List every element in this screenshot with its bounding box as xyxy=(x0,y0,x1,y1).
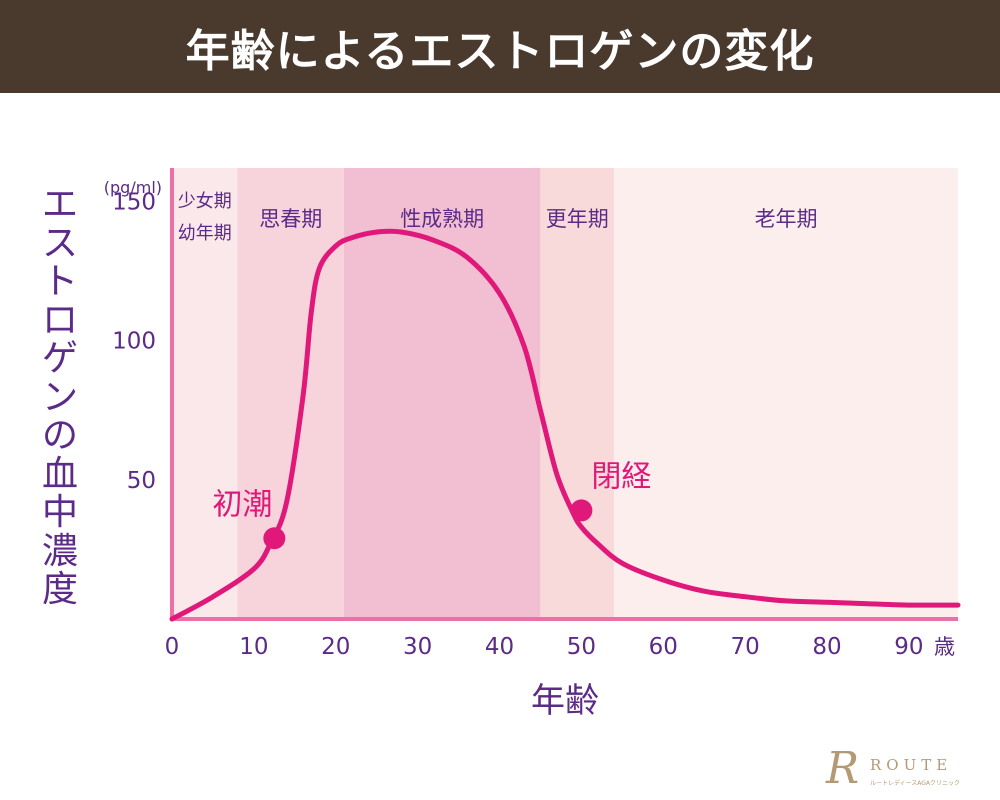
stage-band xyxy=(343,168,541,619)
estrogen-curve xyxy=(169,228,961,622)
tick-labels: 0 10 20 30 40 50 60 70 80 90 50 100 150 xyxy=(112,189,923,660)
stage-band xyxy=(172,168,238,619)
stage-band xyxy=(540,168,615,619)
x-unit-label: 歳 xyxy=(934,635,955,659)
stage-label: 少女期幼年期 xyxy=(178,191,232,244)
life-stage-bands: 少女期幼年期 思春期 性成熟期 更年期 老年期 xyxy=(172,168,958,619)
annotation-label: 初潮 xyxy=(212,487,272,522)
x-tick-label: 40 xyxy=(485,634,514,660)
chart-axes xyxy=(170,168,958,621)
logo-mark: R xyxy=(826,743,860,794)
stage-label: 思春期 xyxy=(259,207,322,231)
x-axis-title: 年齢 xyxy=(531,681,599,721)
x-tick-label: 10 xyxy=(239,634,268,660)
stage-label: 性成熟期 xyxy=(400,207,484,231)
annotation-marker xyxy=(570,499,593,522)
y-axis-title: エストロゲンの血中濃度 xyxy=(41,184,78,610)
y-unit-label: (pg/ml) xyxy=(104,178,162,197)
y-tick-label: 50 xyxy=(127,468,156,494)
x-tick-label: 90 xyxy=(894,634,923,660)
series-group xyxy=(169,228,961,622)
stage-label: 更年期 xyxy=(546,207,609,231)
x-tick-label: 70 xyxy=(730,634,759,660)
x-tick-label: 20 xyxy=(321,634,350,660)
route-logo: R ROUTE ルートレディースAGAクリニック xyxy=(826,746,966,796)
stage-band xyxy=(237,168,344,619)
x-tick-label: 0 xyxy=(165,634,180,660)
x-tick-label: 60 xyxy=(649,634,678,660)
x-tick-label: 80 xyxy=(812,634,841,660)
stage-label: 老年期 xyxy=(755,207,818,231)
y-tick-label: 150 xyxy=(112,189,156,215)
logo-subtitle: ルートレディースAGAクリニック xyxy=(870,780,961,787)
annotations: 初潮 閉経 xyxy=(212,459,651,550)
x-tick-label: 50 xyxy=(567,634,596,660)
annotation-label: 閉経 xyxy=(591,459,651,494)
logo-name: ROUTE xyxy=(870,756,953,774)
stage-band xyxy=(614,168,958,619)
header-banner: 年齢によるエストロゲンの変化 xyxy=(0,0,1000,93)
page-title: 年齢によるエストロゲンの変化 xyxy=(185,25,815,77)
y-tick-label: 100 xyxy=(112,329,156,355)
annotation-marker xyxy=(263,527,286,550)
x-tick-label: 30 xyxy=(403,634,432,660)
